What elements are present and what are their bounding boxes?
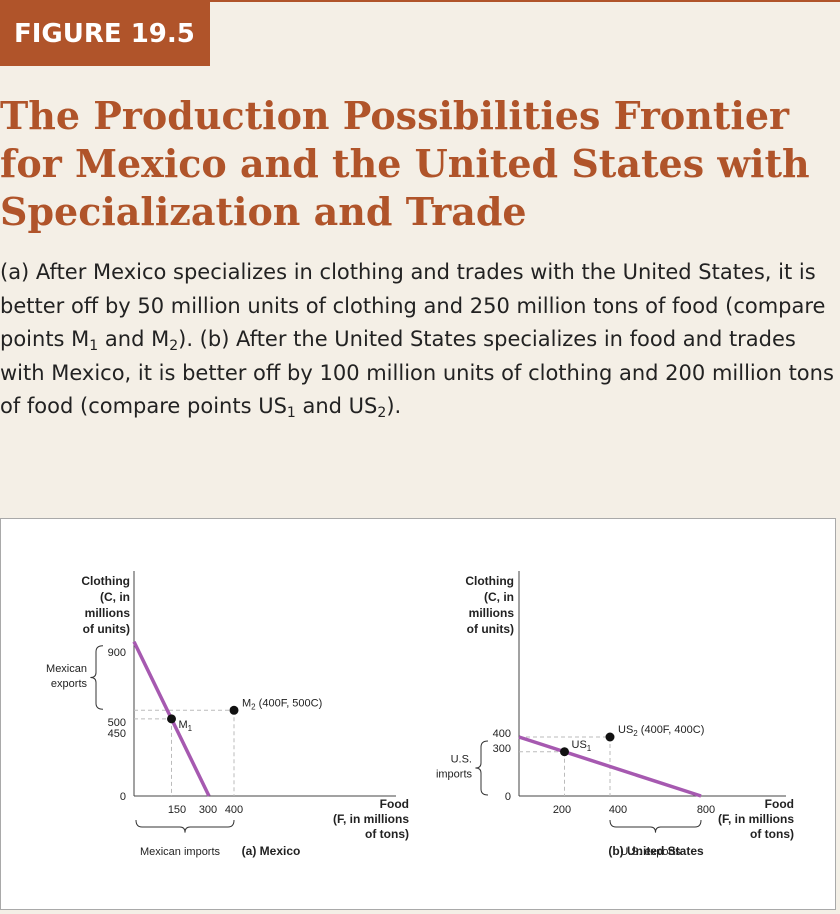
- caption-part-b: ). (b) After the United States specializ…: [0, 327, 834, 418]
- us-panel-label: (b) United States: [608, 844, 704, 858]
- top-rule: [0, 0, 840, 2]
- us-x-tick-label: 800: [697, 804, 715, 816]
- mexico-y-tick-label: 0: [120, 791, 126, 803]
- caption-text: ).: [386, 394, 402, 418]
- mexico-x-tick-label: 400: [225, 804, 243, 816]
- mexico-brace-y-label: Mexican: [46, 663, 87, 675]
- mexico-brace-y: [90, 645, 104, 710]
- us-point-us1: [560, 747, 569, 757]
- us-x-axis-label: Food: [765, 797, 794, 811]
- caption-text: and US: [295, 394, 378, 418]
- us-y-tick-label: 0: [505, 791, 511, 803]
- caption-sub: 1: [89, 338, 99, 354]
- us-brace-y-label: U.S.: [451, 754, 472, 766]
- us-brace-y: [475, 740, 489, 796]
- caption-text: and M: [98, 327, 170, 351]
- mexico-x-tick-label: 150: [168, 804, 186, 816]
- mexico-brace-y-label: exports: [51, 678, 88, 690]
- us-y-axis-label: (C, in: [484, 590, 514, 604]
- us-x-tick-label: 200: [553, 804, 571, 816]
- mexico-point-m1: [167, 714, 176, 724]
- mexico-y-axis-label: Clothing: [81, 574, 130, 588]
- mexico-label-m2: M2 (400F, 500C): [242, 697, 322, 711]
- mexico-y-axis-label: millions: [85, 606, 131, 620]
- us-y-tick-label: 400: [493, 728, 511, 740]
- us-point-us2: [605, 732, 615, 742]
- mexico-x-axis-label: of tons): [365, 827, 409, 841]
- mexico-y-axis-label: of units): [83, 622, 130, 636]
- us-y-axis-label: of units): [467, 622, 514, 636]
- figure-label-badge: FIGURE 19.5: [0, 2, 210, 66]
- mexico-panel-label: (a) Mexico: [242, 844, 301, 858]
- us-brace-y-label: imports: [436, 769, 473, 781]
- figure-panel: Clothing (C, in millions of units) Food (F, i…: [0, 518, 836, 910]
- mexico-point-m2: [229, 705, 239, 715]
- us-x-tick-label: 400: [609, 804, 627, 816]
- mexico-brace-x-label: Mexican imports: [140, 846, 221, 858]
- us-brace-x-label: U.S. exports: [620, 846, 681, 858]
- mexico-x-tick-label: 300: [199, 804, 217, 816]
- us-brace-x: [609, 819, 702, 833]
- us-label-us2: US2 (400F, 400C): [618, 724, 704, 738]
- title-line-2: for Mexico and the United States with: [0, 141, 810, 186]
- figure-caption: (a) After Mexico specializes in clothing…: [0, 256, 836, 424]
- caption-part-a: (a) After Mexico specializes in clothing…: [0, 260, 826, 351]
- us-y-tick-label: 300: [493, 743, 511, 755]
- us-ppf-line: [518, 735, 702, 798]
- us-x-axis-label: (F, in millions: [718, 812, 794, 826]
- caption-sub: 1: [286, 405, 296, 421]
- caption-sub: 2: [169, 338, 179, 354]
- mexico-y-tick-label: 900: [108, 647, 126, 659]
- mexico-brace-x: [135, 819, 235, 833]
- caption-sub: 2: [377, 405, 387, 421]
- us-y-axis-label: millions: [469, 606, 515, 620]
- title-line-3: Specialization and Trade: [0, 189, 527, 234]
- mexico-x-axis-label: (F, in millions: [333, 812, 409, 826]
- title-line-1: The Production Possibilities Frontier: [0, 93, 790, 138]
- mexico-y-axis-label: (C, in: [100, 590, 130, 604]
- mexico-y-tick-label: 500: [108, 717, 126, 729]
- mexico-y-tick-label: 450: [108, 728, 126, 740]
- mexico-label-m1: M1: [179, 719, 193, 733]
- mexico-x-axis-label: Food: [380, 797, 409, 811]
- us-x-axis-label: of tons): [750, 827, 794, 841]
- figure-title: The Production Possibilities Frontier fo…: [0, 92, 830, 236]
- us-label-us1: US1: [572, 739, 592, 753]
- us-y-axis-label: Clothing: [465, 574, 514, 588]
